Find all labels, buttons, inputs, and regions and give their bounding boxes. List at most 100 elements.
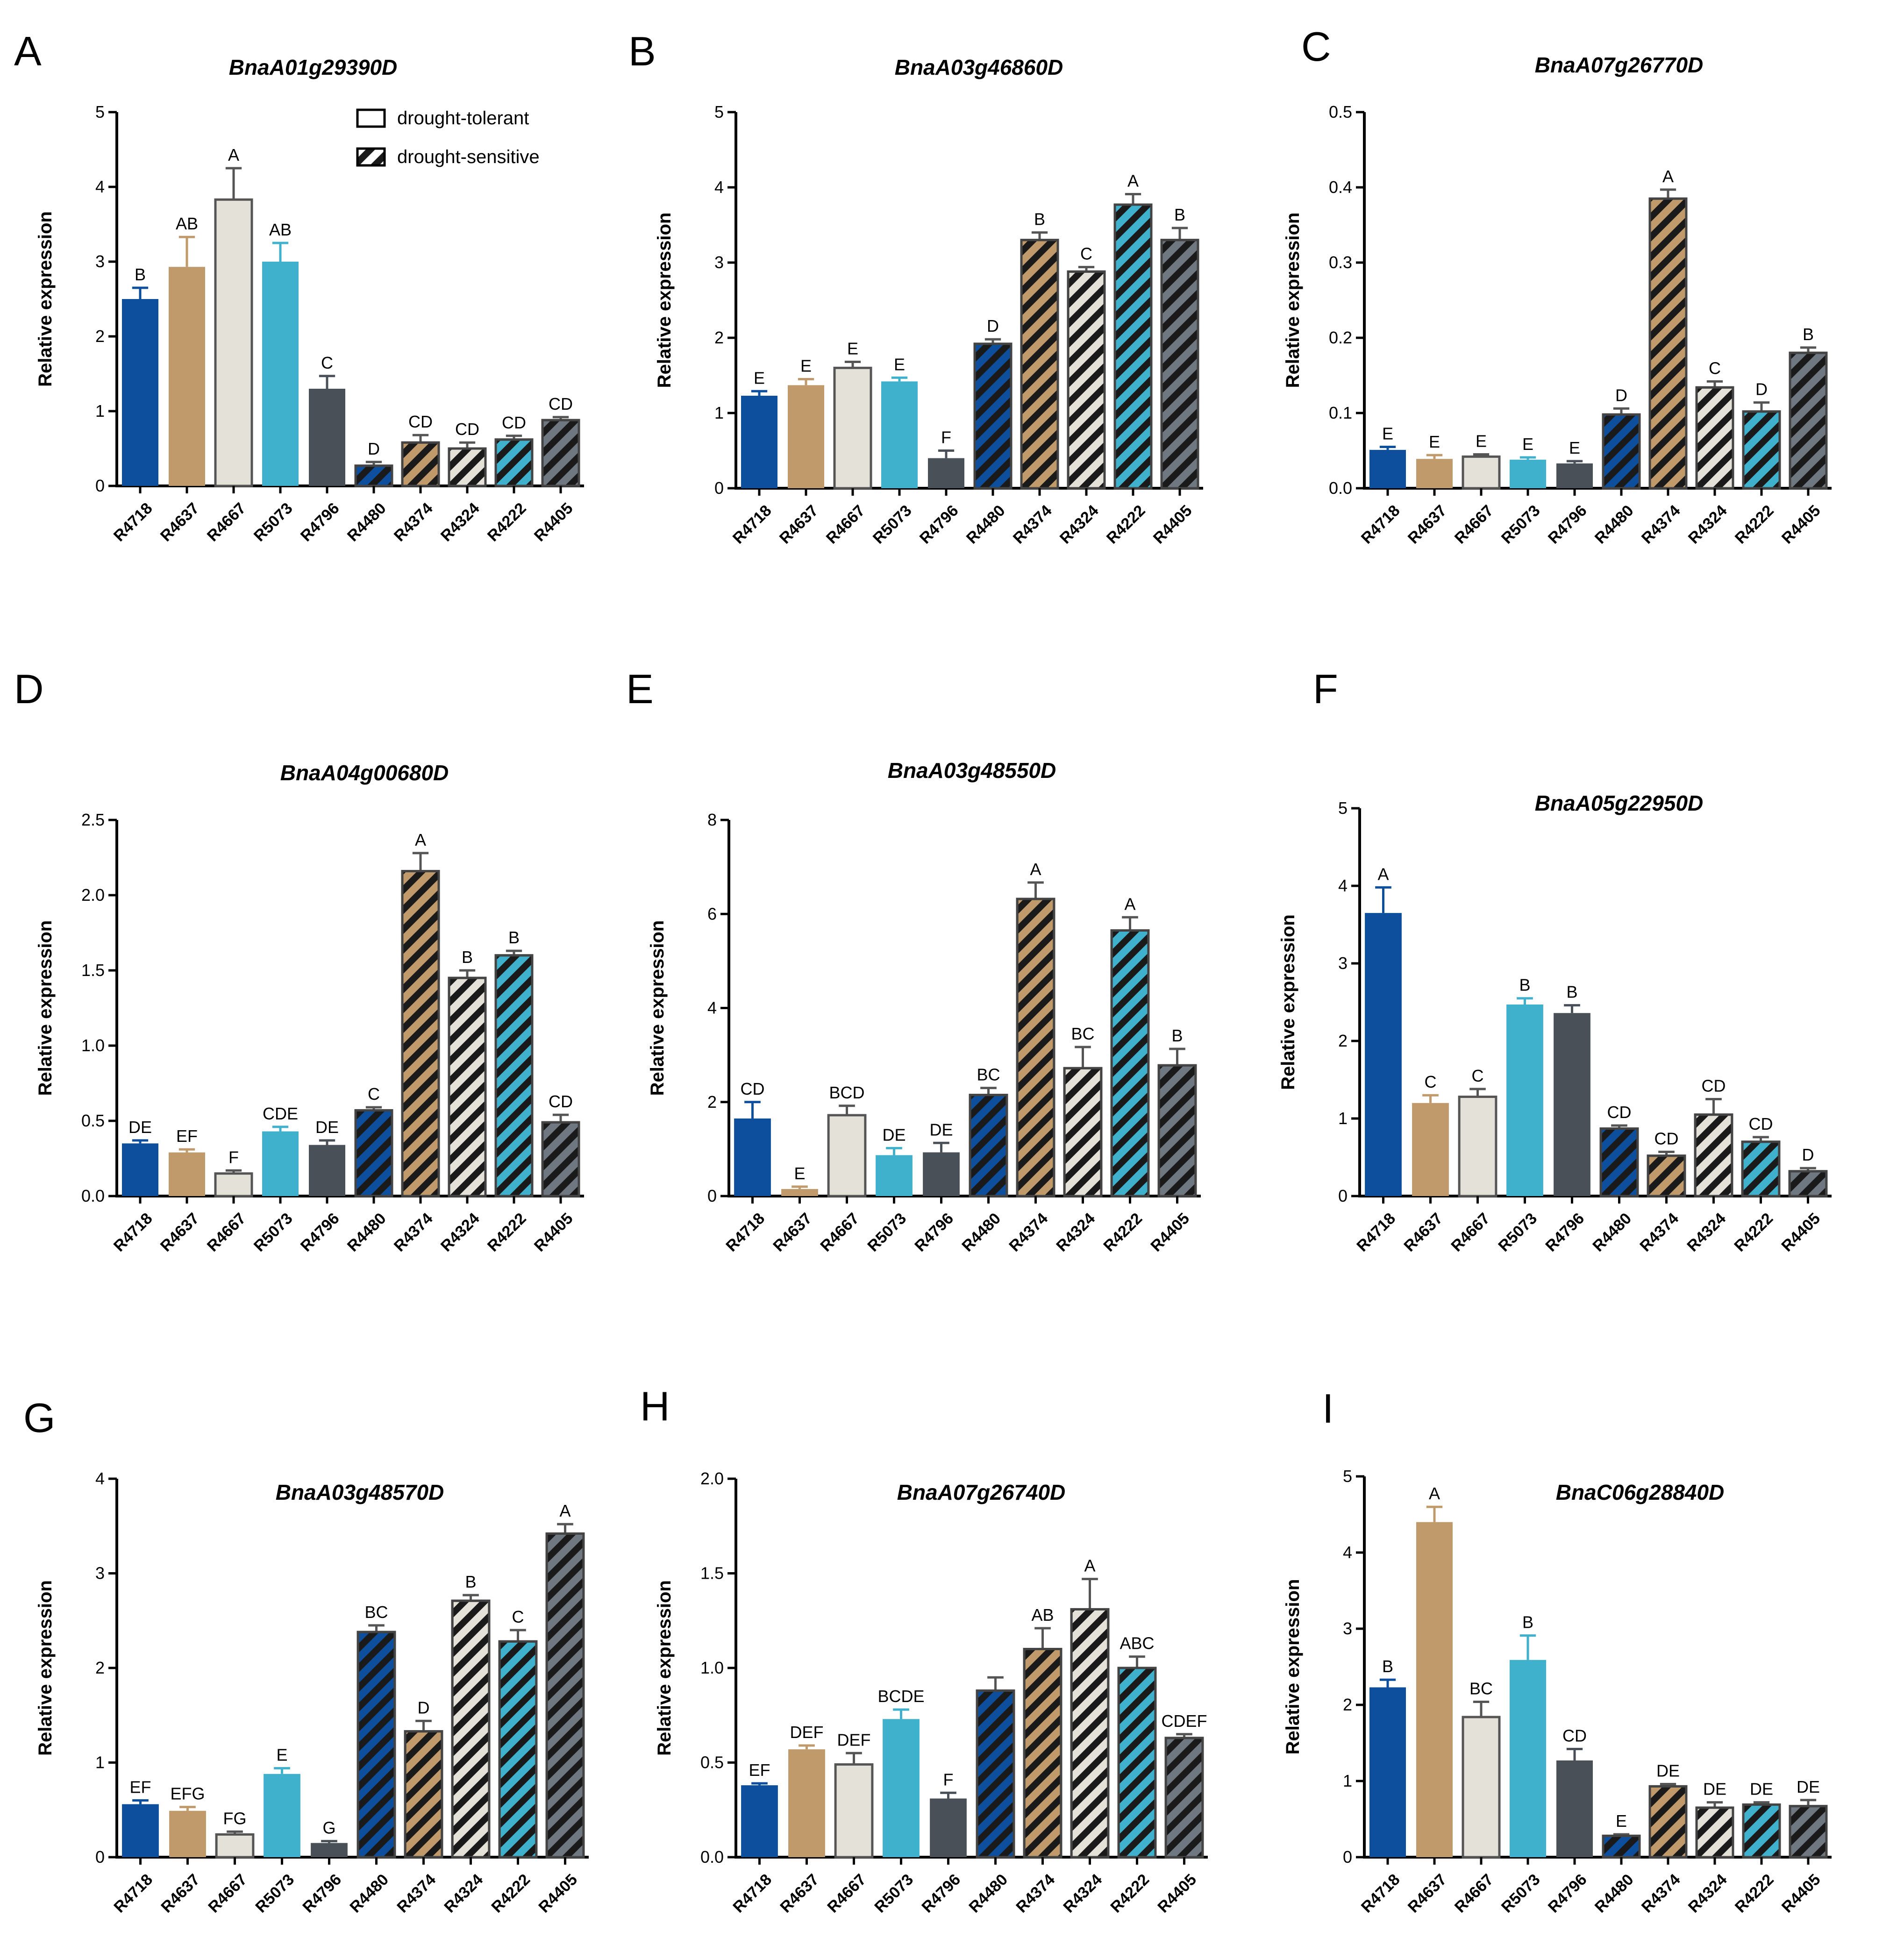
bar-r4324: C bbox=[1695, 358, 1734, 490]
y-tick-label: 3 bbox=[714, 253, 724, 272]
significance-letter: F bbox=[228, 1147, 239, 1167]
significance-letter: DE bbox=[882, 1125, 906, 1144]
bar-fill bbox=[169, 1810, 206, 1857]
bar-hatch bbox=[1647, 1154, 1686, 1197]
x-tick-label: R4405 bbox=[531, 499, 577, 545]
x-tick-label: R4405 bbox=[1778, 1210, 1824, 1255]
bar-r4718: EF bbox=[122, 1778, 159, 1857]
y-tick-label: 1 bbox=[95, 401, 105, 420]
significance-letter: C bbox=[321, 353, 333, 372]
bar-r5073: CDE bbox=[262, 1104, 299, 1196]
significance-letter: CD bbox=[455, 420, 479, 439]
gene-title: BnaA01g29390D bbox=[229, 55, 398, 79]
significance-letter: CD bbox=[1607, 1103, 1632, 1122]
x-tick-label: R4718 bbox=[1353, 1210, 1399, 1255]
bar-hatch bbox=[1695, 1806, 1734, 1859]
significance-letter: DE bbox=[1797, 1777, 1820, 1796]
significance-letter: C bbox=[1080, 244, 1092, 264]
significance-letter: F bbox=[941, 428, 951, 447]
bar-fill bbox=[881, 381, 918, 488]
x-tick-label: R4405 bbox=[1150, 502, 1196, 548]
significance-letter: CD bbox=[1702, 1076, 1726, 1096]
significance-letter: E bbox=[276, 1746, 287, 1765]
bar-fill bbox=[923, 1152, 960, 1196]
x-tick-label: R4324 bbox=[437, 1210, 483, 1255]
bar-hatch bbox=[401, 441, 440, 487]
significance-letter: BC bbox=[364, 1603, 388, 1622]
bar-hatch bbox=[1788, 1170, 1828, 1197]
y-tick-label: 3 bbox=[1343, 1619, 1352, 1638]
bar-fill bbox=[1462, 455, 1501, 490]
x-tick-label: R4222 bbox=[1107, 1871, 1153, 1917]
bar-hatch bbox=[976, 1689, 1015, 1859]
significance-letter: CD bbox=[408, 412, 433, 431]
significance-letter: D bbox=[1802, 1145, 1814, 1164]
x-tick-label: R4374 bbox=[391, 499, 436, 545]
bar-r4796: C bbox=[309, 353, 345, 486]
x-tick-label: R4480 bbox=[1589, 1210, 1635, 1255]
bar-r4480: BC bbox=[357, 1603, 396, 1859]
legend-label-tolerant: drought-tolerant bbox=[397, 108, 529, 128]
x-tick-label: R5073 bbox=[252, 1871, 298, 1917]
significance-letter: CD bbox=[502, 413, 526, 432]
significance-letter: E bbox=[1616, 1811, 1627, 1831]
bar-hatch bbox=[1599, 1127, 1639, 1197]
y-tick-label: 2 bbox=[95, 1658, 105, 1677]
bar-fill bbox=[1462, 1716, 1501, 1859]
x-tick-label: R5073 bbox=[1498, 502, 1544, 548]
significance-letter: CDEF bbox=[1162, 1711, 1207, 1731]
significance-letter: D bbox=[368, 439, 380, 458]
significance-letter: CD bbox=[1654, 1129, 1679, 1148]
bar-r4324: B bbox=[448, 948, 487, 1197]
bar-fill bbox=[781, 1189, 818, 1196]
significance-letter: C bbox=[1472, 1066, 1484, 1085]
gene-title: BnaA07g26740D bbox=[897, 1480, 1066, 1504]
bar-r4222: A bbox=[1113, 171, 1153, 490]
bar-hatch bbox=[1742, 410, 1781, 490]
bar-r4637: C bbox=[1412, 1072, 1449, 1196]
bar-r4480: CD bbox=[1599, 1103, 1639, 1197]
x-tick-label: R4637 bbox=[1400, 1210, 1446, 1255]
x-tick-label: R4637 bbox=[777, 1871, 822, 1917]
bar-fill bbox=[1416, 459, 1453, 488]
x-tick-label: R4405 bbox=[1154, 1871, 1200, 1917]
x-tick-label: R4222 bbox=[1732, 1871, 1777, 1917]
y-tick-label: 0.3 bbox=[1329, 253, 1352, 272]
bar-r4480: D bbox=[1602, 385, 1641, 490]
bar-fill bbox=[883, 1719, 920, 1857]
x-tick-label: R4480 bbox=[963, 502, 1009, 548]
panel-letter: H bbox=[640, 1383, 670, 1429]
bar-hatch bbox=[1741, 1140, 1781, 1197]
x-tick-label: R4637 bbox=[1405, 1871, 1450, 1917]
bar-r4667: F bbox=[214, 1147, 253, 1197]
y-tick-label: 0.5 bbox=[1329, 102, 1352, 121]
bar-r4637: AB bbox=[169, 214, 205, 486]
bar-fill bbox=[734, 1118, 771, 1196]
x-tick-label: R4405 bbox=[535, 1871, 581, 1917]
significance-letter: D bbox=[987, 316, 999, 335]
significance-letter: AB bbox=[1031, 1605, 1054, 1624]
bar-fill bbox=[1506, 1004, 1543, 1196]
x-tick-label: R4374 bbox=[1010, 502, 1055, 548]
x-tick-label: R4222 bbox=[488, 1871, 534, 1917]
bar-r4718: CD bbox=[734, 1079, 771, 1196]
bar-r4374: A bbox=[1648, 167, 1688, 490]
legend-swatch-tolerant bbox=[356, 108, 386, 128]
y-tick-label: 4 bbox=[1343, 1543, 1352, 1562]
panel-letter: A bbox=[14, 28, 42, 74]
x-tick-label: R4480 bbox=[965, 1871, 1011, 1917]
bar-r4796: E bbox=[1556, 438, 1593, 488]
x-tick-label: R4374 bbox=[1638, 1871, 1684, 1917]
bar-r4405: B bbox=[1160, 205, 1199, 490]
significance-letter: CD bbox=[1749, 1114, 1773, 1133]
bar-r4796: F bbox=[928, 428, 964, 488]
bar-r4796: F bbox=[930, 1770, 967, 1857]
bar-r5073: BCDE bbox=[877, 1687, 925, 1857]
y-tick-label: 5 bbox=[1338, 798, 1348, 818]
x-tick-label: R5073 bbox=[871, 1871, 917, 1917]
x-tick-label: R4324 bbox=[441, 1871, 486, 1917]
bar-hatch bbox=[451, 1599, 491, 1859]
bar-hatch bbox=[1789, 351, 1828, 490]
x-tick-label: R4637 bbox=[776, 502, 822, 548]
legend-label-sensitive: drought-sensitive bbox=[397, 147, 540, 167]
